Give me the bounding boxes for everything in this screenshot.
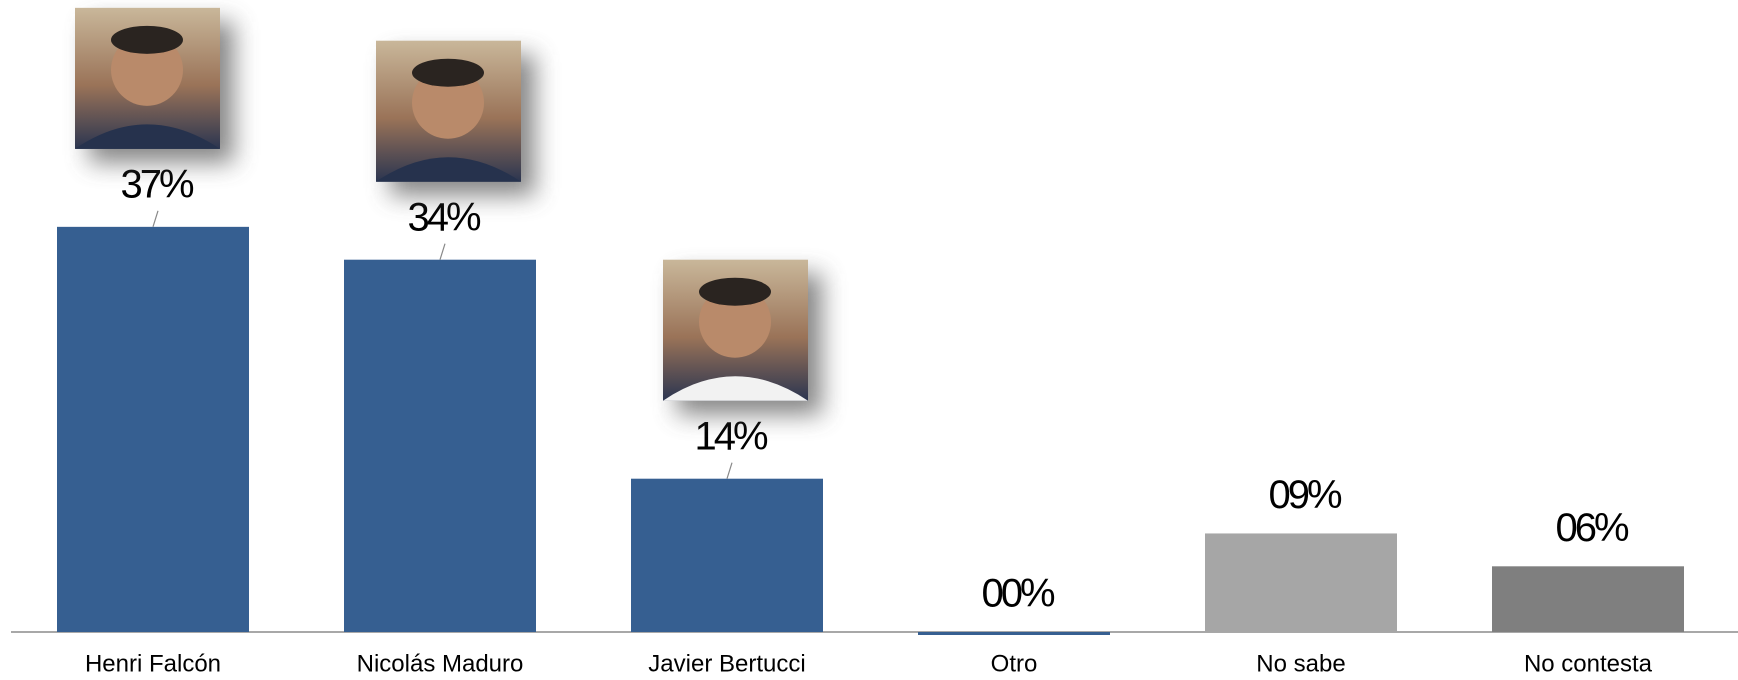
leader-line: [726, 462, 733, 479]
bar: [1205, 533, 1397, 632]
value-label: 14%: [694, 414, 767, 458]
value-label: 37%: [120, 162, 193, 206]
x-tick-label: Henri Falcón: [85, 650, 221, 677]
photo-body: [75, 124, 220, 149]
x-tick-label: Javier Bertucci: [648, 650, 805, 677]
value-label: 00%: [981, 572, 1054, 616]
bar: [344, 259, 536, 632]
value-label: 34%: [407, 195, 480, 239]
x-tick-label: No contesta: [1524, 650, 1653, 677]
x-tick-label: Otro: [991, 650, 1038, 677]
bar: [57, 226, 249, 632]
bar: [631, 478, 823, 632]
leader-line: [152, 210, 159, 228]
photo-body: [376, 157, 521, 182]
value-label: 09%: [1268, 473, 1341, 517]
photo-body: [663, 376, 808, 401]
photo-hair: [111, 25, 183, 54]
x-tick-label: Nicolás Maduro: [357, 650, 524, 677]
photo-hair: [699, 277, 771, 306]
bar: [1492, 566, 1684, 632]
photo-hair: [412, 58, 484, 87]
x-tick-label: No sabe: [1256, 650, 1345, 677]
value-label: 06%: [1555, 506, 1628, 550]
bar: [918, 632, 1110, 635]
leader-line: [439, 243, 446, 260]
